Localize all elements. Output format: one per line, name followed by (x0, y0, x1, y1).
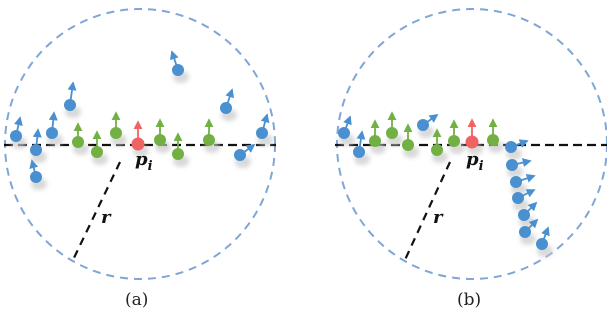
center-point (131, 120, 149, 157)
blue-neighbor-point (512, 189, 536, 211)
point-dot (505, 141, 517, 153)
green-neighbor-point (448, 119, 465, 154)
point-dot (338, 127, 350, 139)
radius-line (403, 161, 451, 263)
green-neighbor-point (431, 128, 448, 163)
green-neighbor-point (91, 130, 108, 165)
point-dot (256, 127, 268, 139)
point-dot (417, 119, 429, 131)
green-neighbor-point (172, 132, 189, 167)
point-dot (110, 127, 122, 139)
point-dot (465, 135, 479, 149)
point-dot (154, 134, 166, 146)
panel-b: rpi (335, 8, 607, 280)
radius-label: r (433, 207, 444, 228)
point-dot (353, 146, 365, 158)
center-point-label: pi (135, 149, 153, 174)
radius-line (71, 161, 121, 263)
point-dot (402, 139, 414, 151)
point-dot (131, 137, 145, 151)
blue-neighbor-point (29, 159, 47, 190)
point-dot (46, 127, 58, 139)
center-point-subscript: i (479, 159, 484, 174)
green-neighbor-point (402, 123, 419, 158)
green-neighbor-point (154, 118, 171, 153)
blue-neighbor-point (338, 115, 355, 146)
point-dot (203, 134, 215, 146)
blue-neighbor-point (10, 116, 27, 149)
caption-a: (a) (125, 290, 149, 310)
caption-b: (b) (457, 290, 482, 310)
blue-neighbor-point (353, 130, 370, 165)
blue-neighbor-point (30, 128, 47, 163)
blue-neighbor-point (256, 113, 273, 146)
blue-neighbor-point (46, 111, 63, 146)
point-dot (512, 192, 524, 204)
blue-neighbor-point (220, 88, 237, 121)
green-neighbor-point (72, 122, 89, 155)
radius-label: r (101, 207, 112, 228)
point-dot (64, 99, 76, 111)
blue-neighbor-point (510, 174, 536, 195)
blue-neighbor-point (417, 113, 439, 138)
point-dot (30, 171, 42, 183)
blue-neighbor-point (64, 81, 81, 118)
point-dot (72, 136, 84, 148)
point-dot (10, 130, 22, 142)
center-point (465, 118, 483, 155)
green-neighbor-point (203, 118, 220, 153)
blue-neighbor-point (536, 226, 553, 257)
green-neighbor-point (487, 118, 504, 153)
blue-neighbor-point (505, 139, 529, 160)
point-dot (518, 209, 530, 221)
green-neighbor-point (369, 119, 386, 154)
point-dot (91, 146, 103, 158)
blue-neighbor-point (170, 50, 189, 83)
point-dot (220, 102, 232, 114)
point-dot (487, 134, 499, 146)
blue-neighbor-point (234, 143, 256, 168)
point-dot (172, 148, 184, 160)
point-dot (431, 144, 443, 156)
point-dot (519, 226, 531, 238)
point-dot (506, 159, 518, 171)
center-point-subscript: i (148, 159, 153, 174)
point-dot (536, 238, 548, 250)
point-dot (369, 135, 381, 147)
green-neighbor-point (110, 111, 127, 146)
point-dot (510, 176, 522, 188)
blue-neighbor-point (519, 218, 539, 245)
green-neighbor-point (386, 111, 403, 146)
point-dot (448, 135, 460, 147)
point-dot (172, 64, 184, 76)
panel-a: r pi (4, 8, 276, 280)
point-dot (234, 149, 246, 161)
point-dot (30, 144, 42, 156)
point-dot (386, 127, 398, 139)
blue-neighbor-point (506, 158, 532, 178)
